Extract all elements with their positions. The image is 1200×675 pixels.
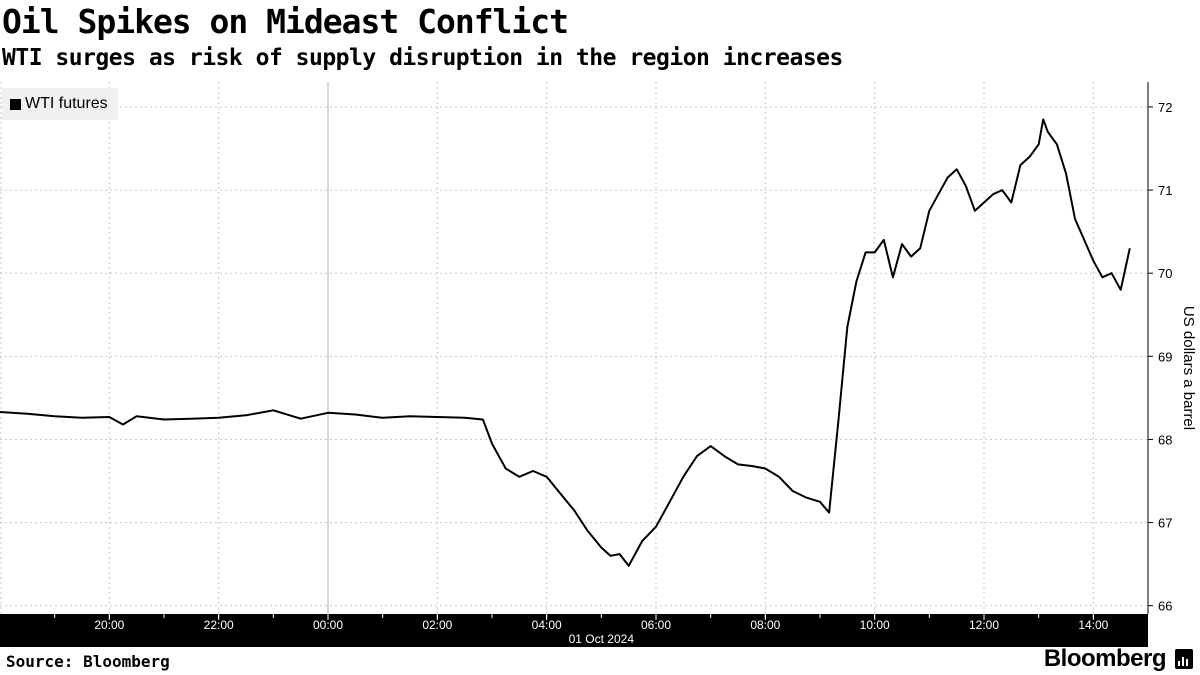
y-tick-label: 71 [1158, 183, 1172, 198]
x-axis: 20:00 22:00 00:00 02:00 04:00 06:00 08:00 10:00… [0, 614, 1148, 647]
y-tick-label: 66 [1158, 599, 1172, 614]
x-tick-label: 22:00 [204, 618, 234, 632]
brand-logo: Bloomberg [1043, 645, 1167, 672]
x-tick-label: 06:00 [641, 618, 671, 632]
x-date-label: 01 Oct 2024 [569, 632, 635, 646]
x-tick-label: 14:00 [1078, 618, 1108, 632]
legend-swatch [10, 98, 21, 110]
x-tick-label: 10:00 [860, 618, 890, 632]
grid-lines [0, 82, 1148, 614]
legend: WTI futures [2, 88, 118, 120]
y-tick-label: 67 [1158, 516, 1172, 531]
x-tick-label: 04:00 [532, 618, 562, 632]
series-line-wti [0, 118, 1131, 567]
x-axis-band [0, 614, 1148, 647]
y-tick-label: 72 [1158, 100, 1172, 115]
y-tick-label: 70 [1158, 266, 1172, 281]
bar-chart-icon [1175, 649, 1193, 669]
x-tick-label: 02:00 [422, 618, 452, 632]
x-tick-label: 12:00 [969, 618, 999, 632]
chart-title: Oil Spikes on Mideast Conflict [2, 2, 569, 41]
y-axis-title: US dollars a barrel [1180, 306, 1197, 430]
source-label: Source: Bloomberg [6, 652, 170, 671]
plot-area [0, 118, 1131, 567]
x-tick-label: 20:00 [94, 618, 124, 632]
y-axis: 66 67 68 69 70 71 72 US dollars a barrel [1147, 82, 1197, 614]
chart-subtitle: WTI surges as risk of supply disruption … [2, 45, 843, 71]
y-tick-label: 69 [1158, 349, 1172, 364]
x-tick-label: 08:00 [750, 618, 780, 632]
legend-label: WTI futures [25, 95, 108, 112]
y-tick-label: 68 [1158, 432, 1172, 447]
x-tick-label: 00:00 [313, 618, 343, 632]
